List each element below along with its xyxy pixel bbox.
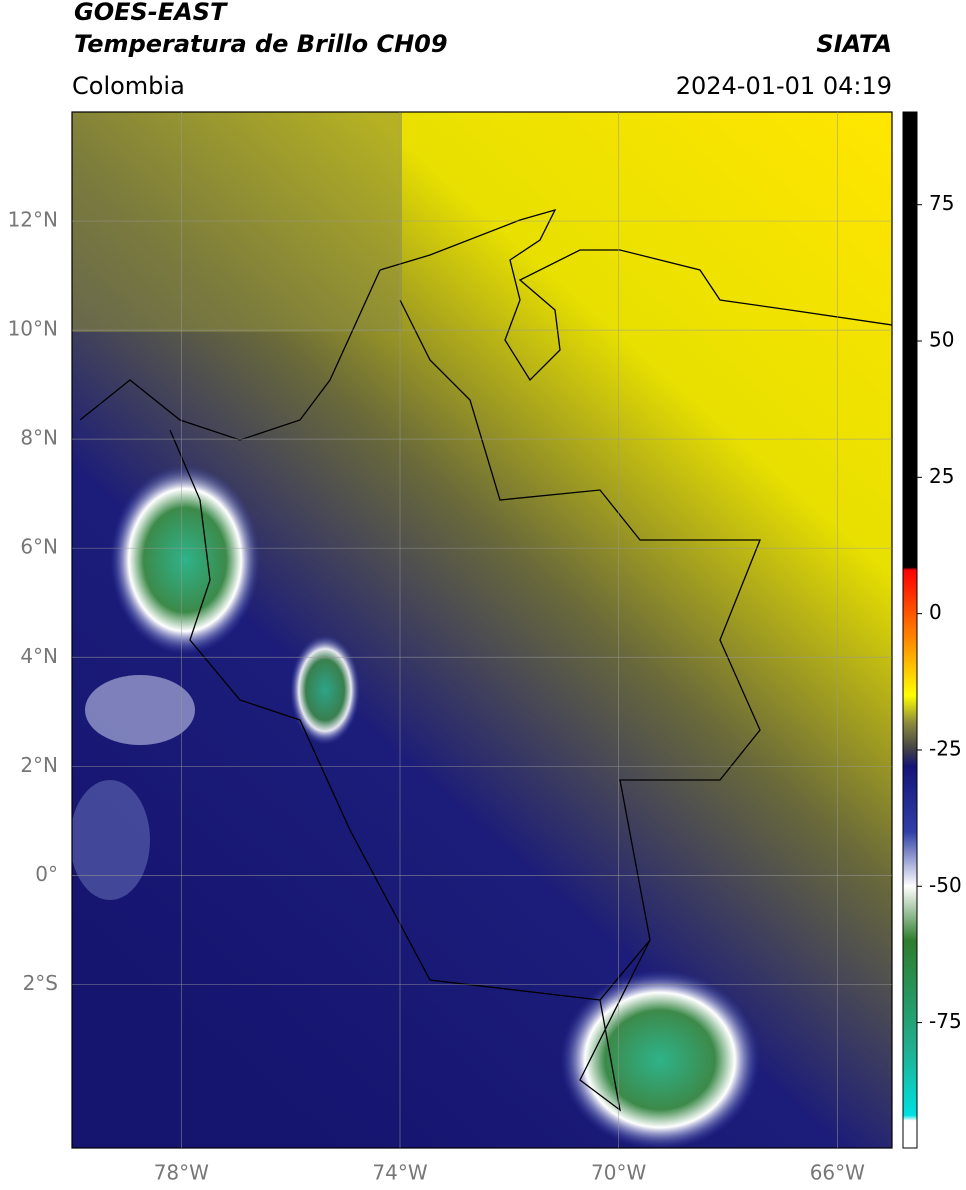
y-tick-label: 6°N (20, 535, 58, 559)
x-tick-label: 66°W (810, 1161, 865, 1185)
colorbar-tick-label: -50 (929, 873, 962, 897)
subtitle: Temperatura de Brillo CH09 (74, 30, 448, 58)
y-tick-label: 12°N (8, 208, 58, 232)
y-tick-label: 4°N (20, 644, 58, 668)
x-tick-label: 74°W (372, 1161, 427, 1185)
y-tick-label: 2°S (23, 971, 58, 995)
colorbar-tick-label: 50 (929, 328, 954, 352)
x-tick-label: 78°W (154, 1161, 209, 1185)
colorbar (902, 111, 918, 1149)
x-tick-label: 70°W (591, 1161, 646, 1185)
title: GOES-EAST (74, 0, 228, 26)
colorbar-tick-label: 75 (929, 191, 954, 215)
region: Colombia (72, 72, 185, 100)
colorbar-tick-label: -25 (929, 736, 962, 760)
y-tick-label: 0° (35, 862, 58, 886)
satellite-image (72, 112, 892, 1148)
datetime: 2024-01-01 04:19 (676, 72, 892, 100)
map-frame (71, 111, 893, 1149)
y-tick-label: 10°N (8, 317, 58, 341)
y-tick-label: 2°N (20, 753, 58, 777)
colorbar-tick-label: -75 (929, 1009, 962, 1033)
source: SIATA (816, 30, 892, 58)
colorbar-tick-label: 0 (929, 600, 942, 624)
y-tick-label: 8°N (20, 426, 58, 450)
colorbar-tick-label: 25 (929, 464, 954, 488)
